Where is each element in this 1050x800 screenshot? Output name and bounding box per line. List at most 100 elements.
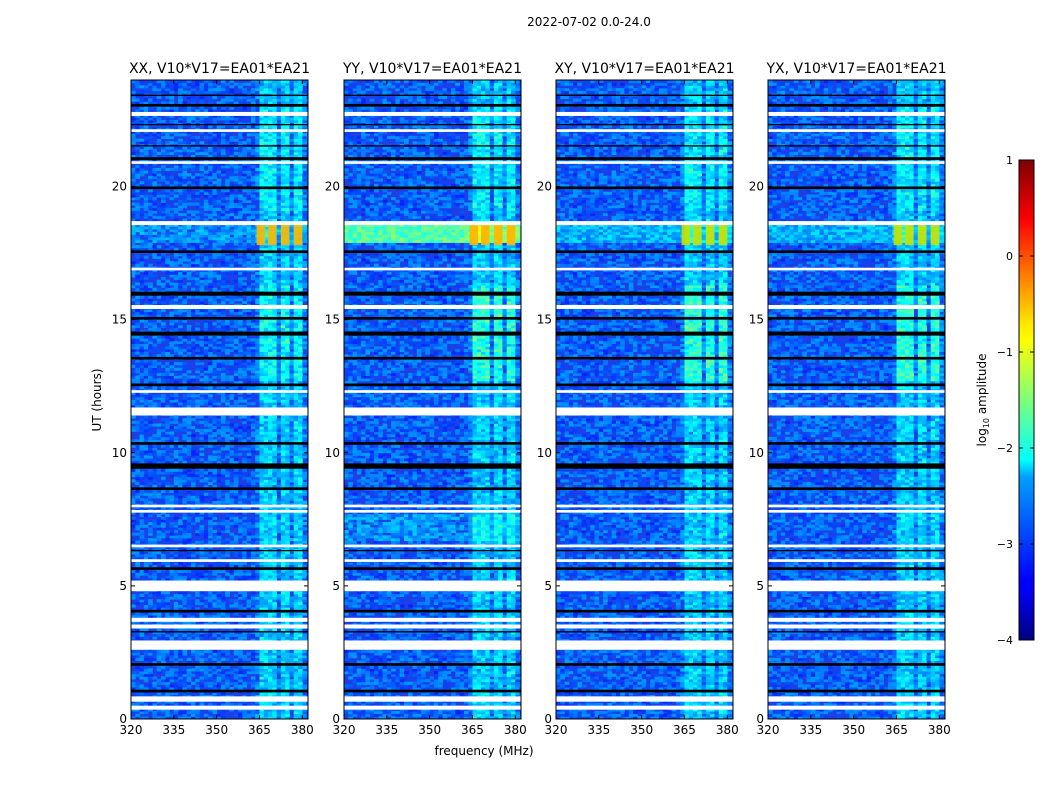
y-tick-label: 10 xyxy=(537,446,552,460)
flagged-row-black xyxy=(131,487,308,491)
x-tick-label: 335 xyxy=(587,723,610,737)
flagged-row-black xyxy=(344,567,521,570)
flagged-row-white xyxy=(344,504,521,508)
colorbar: 10−1−2−3−4 log10 amplitude xyxy=(975,154,1035,647)
flagged-row-black xyxy=(344,463,521,469)
flagged-row-white xyxy=(131,696,308,702)
y-tick-label: 5 xyxy=(756,579,764,593)
flagged-row-white xyxy=(131,559,308,562)
flagged-row-black xyxy=(344,442,521,445)
flagged-row-black xyxy=(344,663,521,666)
flagged-row-black xyxy=(344,609,521,613)
flagged-row-black xyxy=(131,94,308,96)
flagged-row-black xyxy=(556,487,733,491)
flagged-row-black xyxy=(768,291,945,296)
flagged-row-white xyxy=(344,559,521,562)
x-tick-label: 380 xyxy=(291,723,314,737)
flagged-row-black xyxy=(556,103,733,107)
rfi-burst xyxy=(681,223,691,246)
flagged-row-white xyxy=(768,617,945,622)
flagged-row-black xyxy=(131,567,308,570)
flagged-row-white xyxy=(131,617,308,622)
x-tick-label: 380 xyxy=(504,723,527,737)
flagged-row-black xyxy=(768,250,945,254)
flagged-row-black xyxy=(768,186,945,190)
flagged-row-black xyxy=(556,331,733,336)
flagged-row-white xyxy=(131,705,308,710)
rfi-burst xyxy=(893,223,903,246)
flagged-row-white xyxy=(556,544,733,548)
y-tick-label: 10 xyxy=(325,446,340,460)
colorbar-tick-label: −2 xyxy=(997,442,1013,455)
spectrogram-image xyxy=(768,80,945,719)
flagged-row-white xyxy=(344,390,521,393)
flagged-row-black xyxy=(131,316,308,320)
x-tick-label: 365 xyxy=(248,723,271,737)
flagged-row-white xyxy=(131,640,308,645)
flagged-row-black xyxy=(556,383,733,387)
panel-yx: YX, V10*V17=EA01*EA21 320 335 350 365 380 0 5 10… xyxy=(749,61,951,737)
y-tick-label: 0 xyxy=(332,712,340,726)
flagged-row-black xyxy=(344,250,521,254)
spectrogram-image xyxy=(556,80,733,719)
flagged-row-black xyxy=(556,186,733,190)
flagged-row-black xyxy=(131,157,308,160)
flagged-row-black xyxy=(131,123,308,126)
x-tick-label: 350 xyxy=(630,723,653,737)
x-axis-label: frequency (MHz) xyxy=(434,744,533,758)
flagged-row-white xyxy=(768,580,945,592)
flagged-row-white xyxy=(131,544,308,548)
x-tick-label: 350 xyxy=(842,723,865,737)
flagged-row-black xyxy=(556,567,733,570)
x-tick-label: 365 xyxy=(885,723,908,737)
flagged-row-black xyxy=(344,549,521,552)
colorbar-label: log10 amplitude xyxy=(975,354,991,447)
x-tick-label: 350 xyxy=(205,723,228,737)
flagged-row-white xyxy=(768,559,945,562)
flagged-row-white xyxy=(556,640,733,645)
flagged-row-black xyxy=(344,331,521,336)
flagged-row-white xyxy=(556,617,733,622)
flagged-row-white xyxy=(768,504,945,508)
colorbar-ticks: 1 0 −1 −2 −3 −4 xyxy=(997,154,1034,647)
flagged-row-black xyxy=(131,291,308,296)
flagged-row-white xyxy=(344,617,521,622)
flagged-row-black xyxy=(131,663,308,666)
y-tick-label: 5 xyxy=(332,579,340,593)
flagged-row-black xyxy=(556,291,733,296)
flagged-row-black xyxy=(768,487,945,491)
flagged-row-white xyxy=(556,161,733,164)
colorbar-tick-label: −3 xyxy=(997,538,1013,551)
rfi-burst xyxy=(256,223,266,246)
flagged-row-white xyxy=(131,624,308,629)
flagged-row-black xyxy=(131,442,308,445)
x-tick-label: 320 xyxy=(333,723,356,737)
flagged-row-white xyxy=(768,129,945,132)
colorbar-label-prefix: log xyxy=(975,428,989,446)
colorbar-label-sub: 10 xyxy=(982,418,991,428)
rfi-burst xyxy=(280,223,290,246)
flagged-row-black xyxy=(768,609,945,613)
x-tick-label: 365 xyxy=(673,723,696,737)
flagged-row-black xyxy=(768,549,945,552)
flagged-row-white xyxy=(344,221,521,226)
rfi-burst xyxy=(718,223,728,246)
flagged-row-white xyxy=(768,221,945,226)
x-tick-label: 380 xyxy=(928,723,951,737)
panel-title: XX, V10*V17=EA01*EA21 xyxy=(129,61,310,77)
x-tick-label: 335 xyxy=(162,723,185,737)
flagged-row-white xyxy=(768,390,945,393)
flagged-row-white xyxy=(556,221,733,226)
flagged-row-black xyxy=(344,487,521,491)
flagged-row-black xyxy=(556,609,733,613)
flagged-row-white xyxy=(556,559,733,562)
spectrogram-image xyxy=(131,80,308,719)
flagged-row-white xyxy=(768,407,945,416)
flagged-row-white xyxy=(556,705,733,710)
flagged-row-white xyxy=(556,509,733,513)
flagged-row-black xyxy=(556,123,733,126)
x-tick-label: 320 xyxy=(545,723,568,737)
y-tick-label: 10 xyxy=(112,446,127,460)
flagged-row-white xyxy=(768,644,945,650)
